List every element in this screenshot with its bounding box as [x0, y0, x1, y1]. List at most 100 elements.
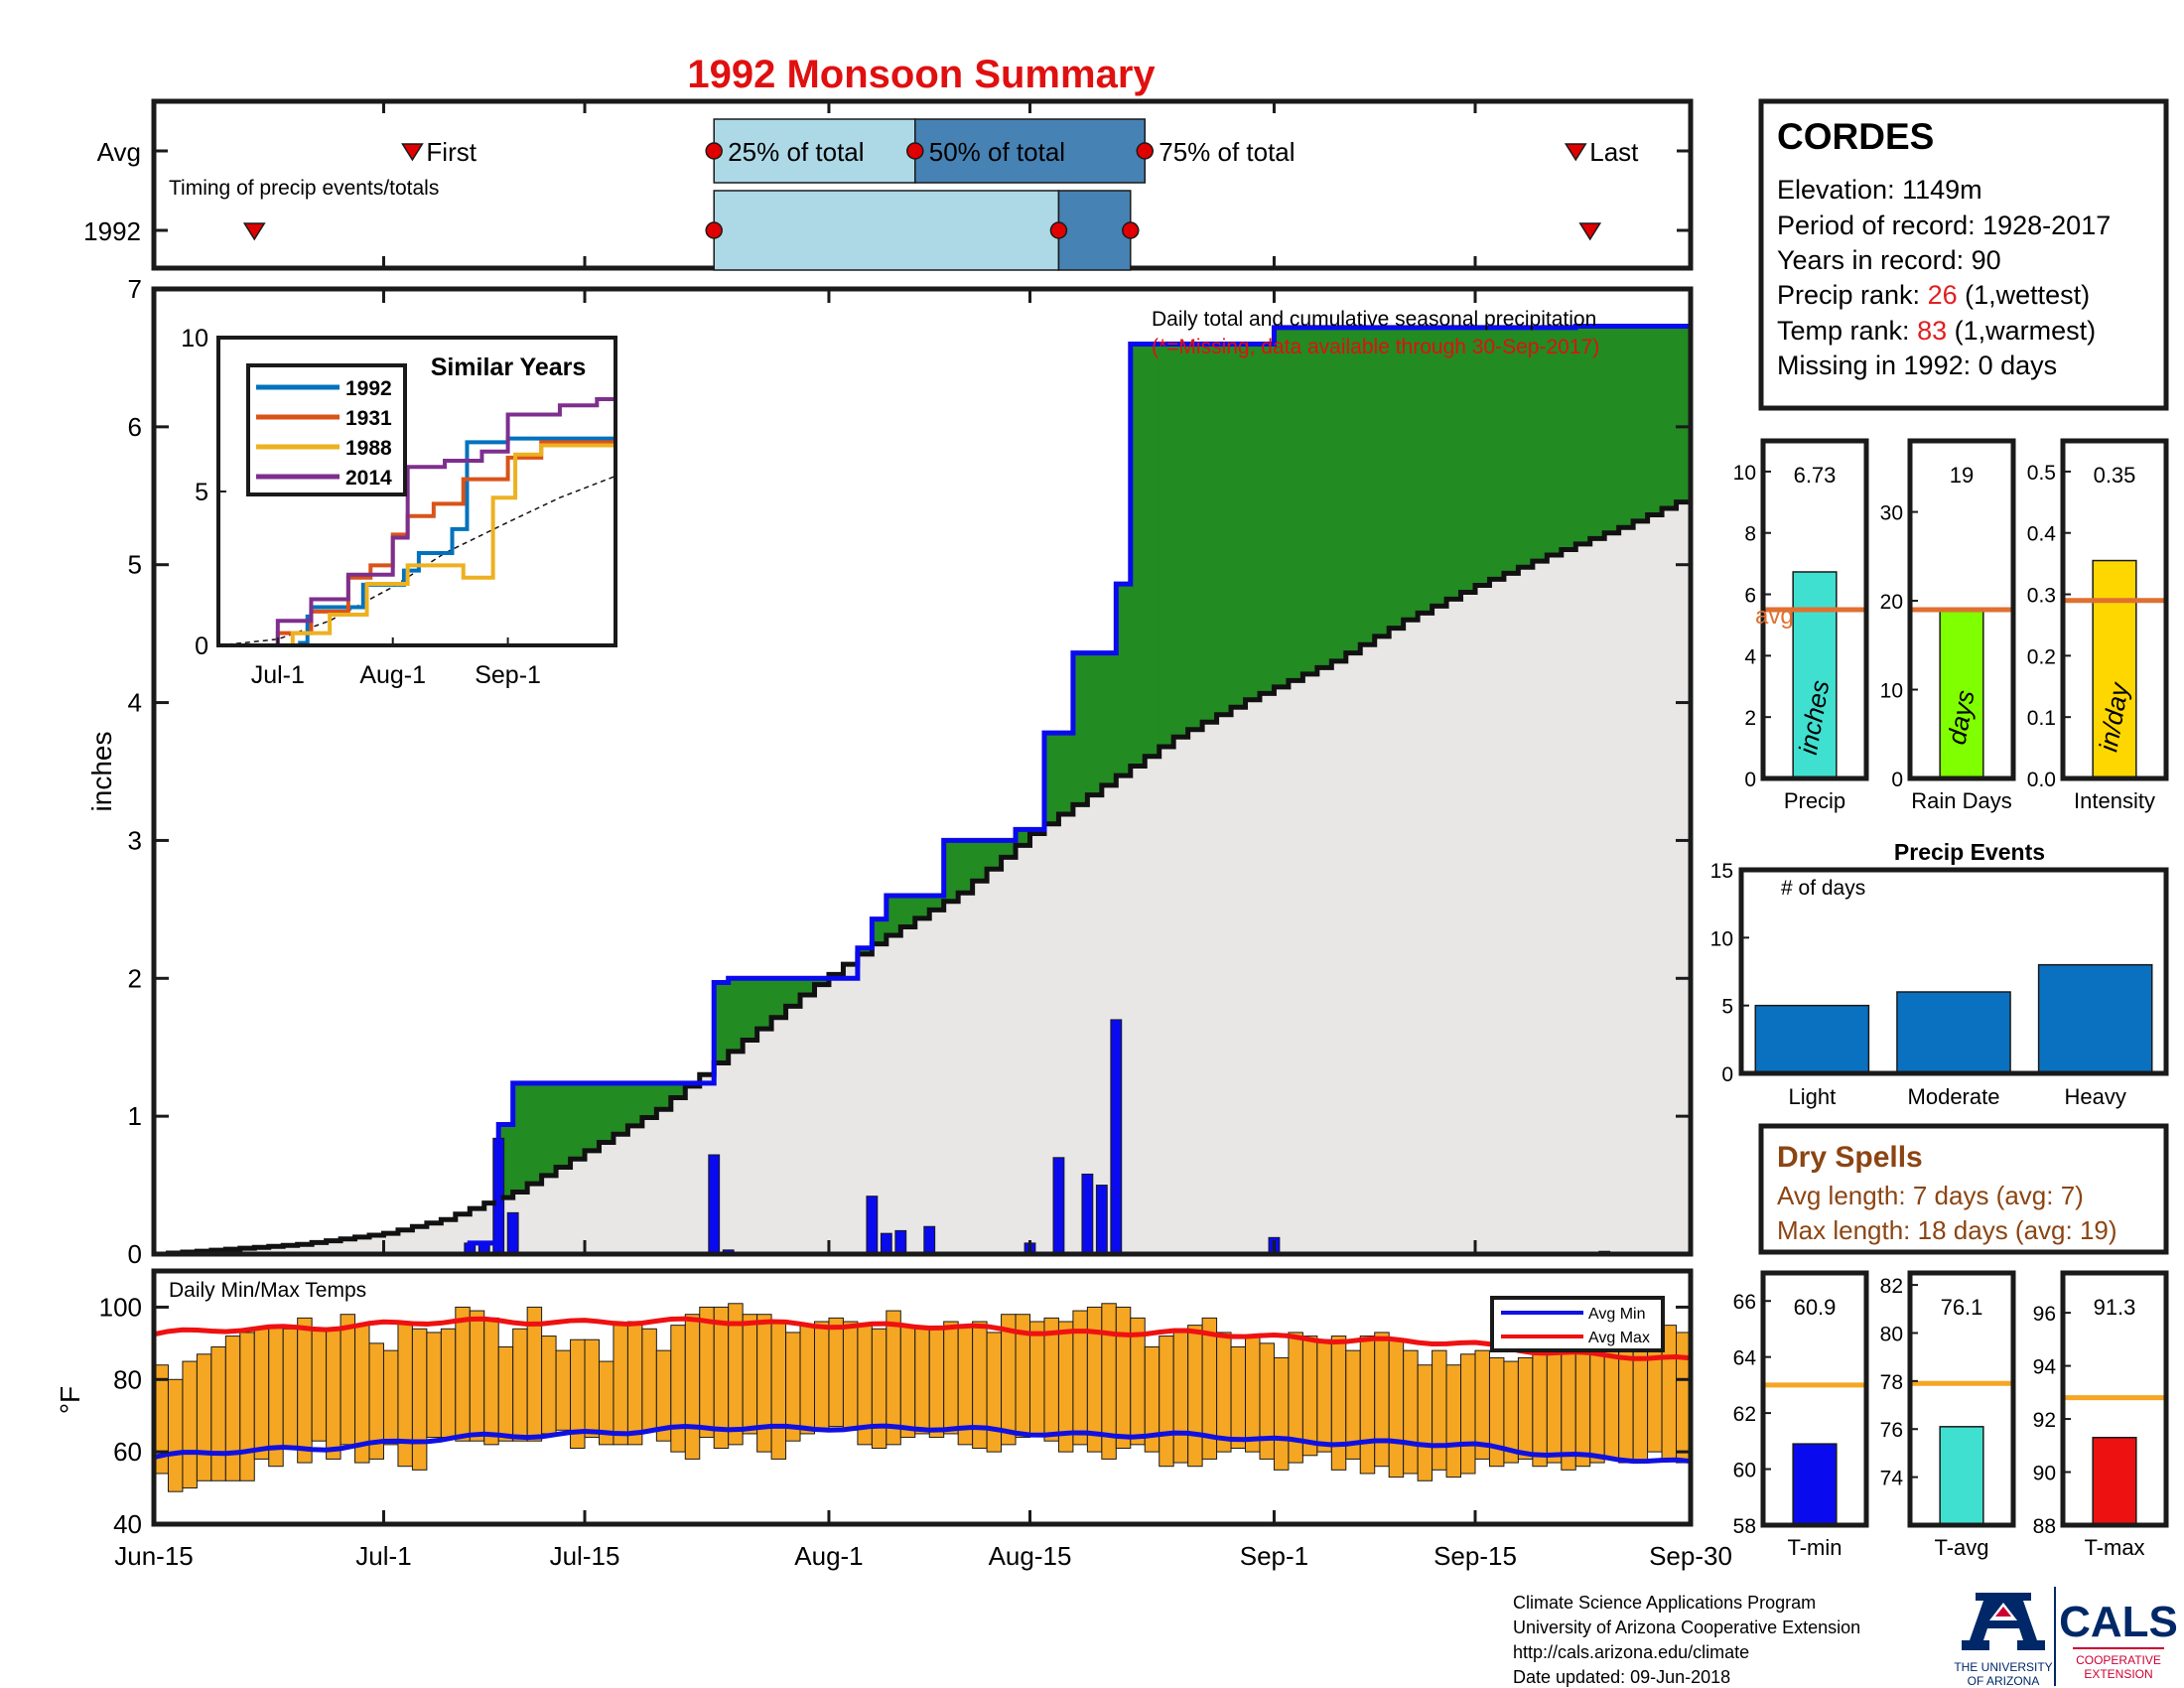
date-tick-label: Jun-15: [114, 1541, 194, 1571]
above-normal-area: [1302, 327, 1318, 674]
above-normal-area: [872, 918, 887, 944]
timing-avg-50-75-bar: [914, 118, 1146, 184]
daily-temp-range-bar: [555, 1349, 572, 1431]
daily-temp-range-bar: [469, 1310, 485, 1442]
precip-events-panel: Precip Events 0 5 10 15 Light Moderate Heavy #…: [1710, 839, 2169, 1109]
precip-y-tick-label: 6: [1744, 585, 1756, 608]
logo-coop-line-2: EXTENSION: [2084, 1667, 2152, 1681]
daily-temp-range-bar: [1546, 1349, 1563, 1464]
above-normal-area: [1374, 327, 1390, 636]
daily-temp-range-bar: [1517, 1356, 1534, 1460]
daily-temp-range-bar: [1043, 1317, 1059, 1442]
timing-first-label: First: [426, 137, 477, 167]
daily-temp-range-bar: [196, 1353, 212, 1481]
raindays-y-tick-label: 20: [1880, 591, 1903, 614]
figure-title: 1992 Monsoon Summary: [687, 53, 1156, 96]
inset-series-1988-line: [218, 442, 617, 647]
above-normal-area: [958, 840, 974, 894]
daily-temp-range-bar: [1001, 1314, 1017, 1446]
above-normal-area: [1130, 344, 1146, 767]
timing-75pct-label: 75% of total: [1159, 137, 1295, 167]
events-axes: 0 5 10 15 Light Moderate Heavy: [1710, 860, 2126, 1109]
precip-y-tick-label: 1: [128, 1101, 142, 1131]
above-normal-area: [743, 978, 758, 1041]
university-logo: THE UNIVERSITY OF ARIZONA CALS COOPERATI…: [1954, 1587, 2178, 1688]
precip-y-axis: 0 1 2 3 4 5 6 7: [128, 274, 1693, 1269]
intensity-frame: [2060, 438, 2169, 781]
daily-temp-range-bar: [1187, 1325, 1203, 1468]
daily-temp-range-bar: [541, 1336, 557, 1435]
events-y-tick-label: 15: [1710, 860, 1733, 883]
tavg-value-label: 76.1: [1941, 1295, 1983, 1320]
tmax-y-tick-label: 88: [2033, 1515, 2056, 1538]
dry-spells-avg-length: Avg length: 7 days (avg: 7): [1777, 1181, 2084, 1210]
block-a-logo-icon: [1962, 1593, 2045, 1650]
daily-temp-range-bar: [1172, 1328, 1189, 1464]
timing-1992-last-marker: [1578, 222, 1602, 241]
timing-last-label: Last: [1589, 137, 1639, 167]
raindays-y-tick-label: 10: [1880, 680, 1903, 703]
daily-precip-bar: [894, 1229, 907, 1255]
tmin-y-tick-label: 60: [1733, 1460, 1756, 1482]
tavg-frame: [1907, 1270, 2016, 1528]
tmax-frame: [2060, 1270, 2169, 1528]
events-frame: [1738, 867, 2169, 1076]
date-tick-label: Sep-1: [1240, 1541, 1308, 1571]
footer-line-4: Date updated: 09-Jun-2018: [1513, 1667, 1730, 1687]
inset-legend-label-1931: 1931: [345, 407, 392, 430]
intensity-y-tick-label: 0.1: [2027, 707, 2056, 730]
daily-precip-bar: [923, 1225, 936, 1255]
station-info-box: CORDES Elevation: 1149m Period of record…: [1758, 98, 2169, 411]
timing-50pct-label: 50% of total: [929, 137, 1065, 167]
temps-legend: Avg Min Avg Max: [1490, 1296, 1665, 1352]
daily-temp-range-bar: [426, 1332, 442, 1439]
daily-temp-range-bar: [770, 1321, 787, 1460]
tavg-y-tick-label: 78: [1880, 1371, 1903, 1394]
timing-avg-last-marker: [1564, 143, 1587, 162]
events-category-label: Light: [1788, 1084, 1836, 1109]
station-missing: Missing in 1992: 0 days: [1777, 351, 2057, 380]
avg-max-line: [153, 1316, 1692, 1361]
daily-temp-range-bar: [1230, 1346, 1247, 1449]
tmax-y-tick-label: 94: [2033, 1356, 2057, 1379]
timing-bars: [242, 118, 1602, 271]
timing-1992-25pct-marker: [705, 221, 723, 239]
normal-cumulative-area: [154, 495, 1691, 1254]
date-axis: Jun-15 Jul-1 Jul-15 Aug-1 Aug-15 Sep-1 Sep-15 S…: [114, 1510, 1732, 1571]
logo-coop-line-1: COOPERATIVE: [2076, 1653, 2161, 1667]
timing-row-label-1992: 1992: [83, 216, 141, 246]
daily-temp-range-bar: [1273, 1356, 1290, 1471]
intensity-value-bar: [2092, 559, 2137, 779]
dry-spells-frame: [1758, 1123, 2169, 1255]
daily-temp-range-bar: [1574, 1342, 1591, 1468]
above-normal-area: [1187, 344, 1203, 730]
timing-row-label-avg: Avg: [97, 137, 141, 167]
tmin-y-tick-label: 66: [1733, 1291, 1756, 1314]
temps-y-axis-label: °F: [55, 1386, 85, 1414]
dry-spells-title: Dry Spells: [1777, 1141, 1923, 1174]
daily-temp-range-bar: [613, 1325, 628, 1446]
tavg-category-label: T-avg: [1934, 1535, 1988, 1560]
daily-temp-range-bar: [1445, 1364, 1462, 1478]
inset-x-tick-label: Aug-1: [359, 661, 426, 689]
daily-temp-range-bar: [397, 1321, 413, 1468]
above-normal-area: [1274, 327, 1290, 687]
daily-temp-range-bar: [167, 1378, 184, 1492]
daily-temp-range-bar: [813, 1321, 830, 1431]
tavg-y-tick-label: 74: [1880, 1468, 1904, 1490]
above-normal-area: [1360, 327, 1376, 645]
tmax-category-label: T-max: [2084, 1535, 2144, 1560]
raindays-value-bar: [1939, 609, 1984, 779]
dry-spells-max-length: Max length: 18 days (avg: 19): [1777, 1215, 2117, 1245]
raindays-y-tick-label: 0: [1891, 769, 1903, 791]
date-tick-label: Aug-15: [989, 1541, 1072, 1571]
raindays-value-label: 19: [1950, 463, 1974, 488]
above-normal-area: [1288, 327, 1303, 681]
above-normal-area: [599, 1082, 614, 1143]
logo-ua-line-1: THE UNIVERSITY: [1954, 1660, 2052, 1674]
precip-y-tick-label: 7: [128, 274, 142, 304]
daily-temp-range-bar: [756, 1314, 772, 1453]
precip-y-tick-label: 3: [128, 825, 142, 855]
tmax-value-bar: [2092, 1437, 2137, 1526]
above-normal-area: [1518, 327, 1534, 568]
